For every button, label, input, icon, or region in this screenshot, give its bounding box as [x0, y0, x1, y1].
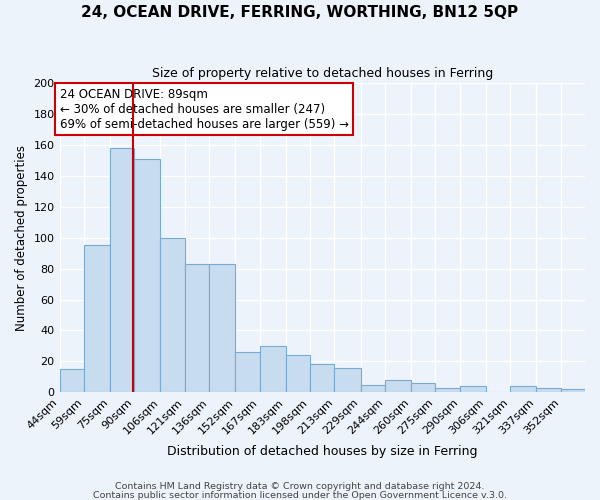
Text: Contains public sector information licensed under the Open Government Licence v.: Contains public sector information licen… [93, 490, 507, 500]
Y-axis label: Number of detached properties: Number of detached properties [15, 144, 28, 330]
X-axis label: Distribution of detached houses by size in Ferring: Distribution of detached houses by size … [167, 444, 478, 458]
Bar [209, 264, 235, 392]
Bar [110, 148, 134, 392]
Bar [84, 246, 110, 392]
Bar [260, 346, 286, 393]
Text: 24, OCEAN DRIVE, FERRING, WORTHING, BN12 5QP: 24, OCEAN DRIVE, FERRING, WORTHING, BN12… [82, 5, 518, 20]
Bar [385, 380, 411, 392]
Bar [436, 388, 460, 392]
Bar [536, 388, 560, 392]
Text: Contains HM Land Registry data © Crown copyright and database right 2024.: Contains HM Land Registry data © Crown c… [115, 482, 485, 491]
Bar [560, 389, 585, 392]
Bar [185, 264, 209, 392]
Bar [134, 159, 160, 392]
Title: Size of property relative to detached houses in Ferring: Size of property relative to detached ho… [152, 68, 493, 80]
Text: 24 OCEAN DRIVE: 89sqm
← 30% of detached houses are smaller (247)
69% of semi-det: 24 OCEAN DRIVE: 89sqm ← 30% of detached … [59, 88, 349, 130]
Bar [361, 384, 385, 392]
Bar [510, 386, 536, 392]
Bar [411, 383, 436, 392]
Bar [160, 238, 185, 392]
Bar [310, 364, 334, 392]
Bar [334, 368, 361, 392]
Bar [59, 369, 84, 392]
Bar [286, 355, 310, 393]
Bar [460, 386, 486, 392]
Bar [235, 352, 260, 393]
